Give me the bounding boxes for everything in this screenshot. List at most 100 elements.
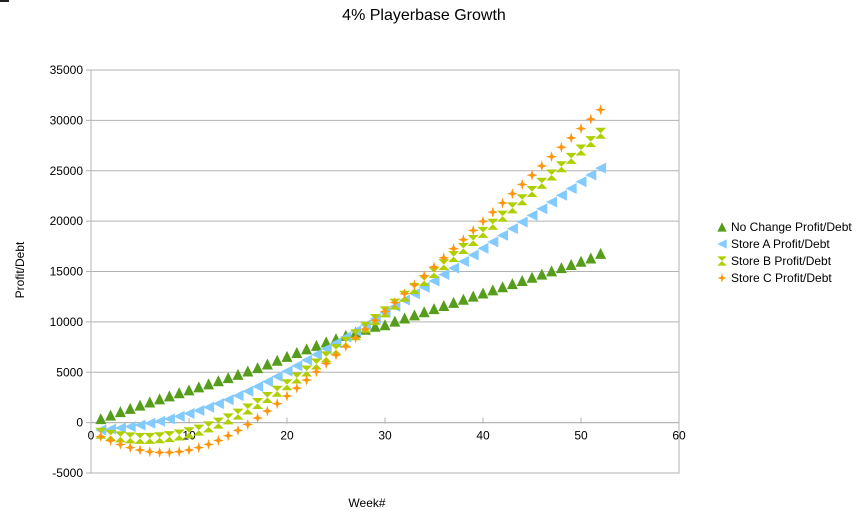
data-point [595,162,607,174]
data-point [154,432,166,444]
data-point [232,408,244,420]
data-point [320,351,332,363]
x-tick-label: 60 [672,429,686,443]
data-point [467,290,479,302]
data-point [585,169,597,181]
data-point [359,321,371,333]
data-point [526,209,538,221]
data-point [585,113,597,125]
data-point [114,422,126,434]
data-point [144,417,156,429]
data-point [95,413,107,425]
data-point [536,268,548,280]
data-point [183,408,195,420]
data-point [193,442,205,454]
y-tick-label: -5000 [52,466,83,480]
data-point [271,385,283,397]
data-point [369,314,381,326]
data-point [114,406,126,418]
data-point [242,403,254,415]
legend-item: Store C Profit/Debt [717,271,832,285]
data-point [448,251,460,263]
data-point [350,332,362,344]
legend-label: Store B Profit/Debt [731,254,832,268]
data-point [379,319,391,331]
data-point [154,415,166,427]
data-point [144,446,156,458]
data-point [467,249,479,261]
data-point [506,278,518,290]
data-point [183,444,195,456]
data-point [310,366,322,378]
data-point [526,169,538,181]
data-point [134,444,146,456]
legend-marker-icon [717,222,727,232]
data-point [389,315,401,327]
data-point [448,296,460,308]
legend-label: No Change Profit/Debt [731,220,852,234]
data-point [163,431,175,443]
data-point [232,390,244,402]
data-point [134,419,146,431]
x-tick-label: 0 [88,429,95,443]
data-point [124,402,136,414]
data-point [163,390,175,402]
data-point [134,399,146,411]
data-point [575,176,587,188]
data-point [183,384,195,396]
data-point [124,442,136,454]
x-tick-label: 30 [378,429,392,443]
data-point [105,429,117,441]
data-point [497,229,509,241]
data-point [497,281,509,293]
data-point [487,284,499,296]
data-point [154,393,166,405]
data-point [575,144,587,156]
data-point [428,267,440,279]
data-point [291,347,303,359]
data-point [379,305,391,317]
legend-item: Store A Profit/Debt [717,237,830,251]
data-point [212,375,224,387]
data-point [222,430,234,442]
data-point [124,421,136,433]
data-point [114,431,126,443]
data-point [565,152,577,164]
data-point [546,151,558,163]
data-point [242,418,254,430]
data-point [310,339,322,351]
data-point [212,417,224,429]
data-point [457,234,469,246]
x-axis-label: Week# [348,496,385,510]
data-point [193,405,205,417]
data-point [203,378,215,390]
data-point [418,306,430,318]
data-point [536,177,548,189]
x-tick-label: 40 [476,429,490,443]
data-point [399,312,411,324]
x-tick-label: 50 [574,429,588,443]
data-point [555,161,567,173]
data-point [261,392,273,404]
data-point [242,365,254,377]
data-point [124,432,136,444]
data-point [506,188,518,200]
data-point [291,360,303,372]
y-tick-label: 15000 [50,265,84,279]
data-point [487,218,499,230]
data-point [448,262,460,274]
data-point [477,242,489,254]
data-point [555,262,567,274]
series-2 [95,162,607,436]
data-point [163,446,175,458]
data-point [467,224,479,236]
y-tick-label: 0 [76,416,83,430]
data-point [271,398,283,410]
series-4 [95,104,607,458]
data-point [203,421,215,433]
x-tick-label: 20 [280,429,294,443]
legend: No Change Profit/Debt Store A Profit/Debt… [717,220,852,285]
legend-label: Store A Profit/Debt [731,237,830,251]
legend-label: Store C Profit/Debt [731,271,832,285]
y-tick-label: 10000 [50,315,84,329]
